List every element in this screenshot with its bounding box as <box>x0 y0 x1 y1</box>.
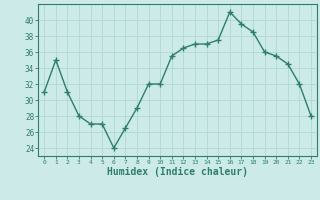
X-axis label: Humidex (Indice chaleur): Humidex (Indice chaleur) <box>107 167 248 177</box>
